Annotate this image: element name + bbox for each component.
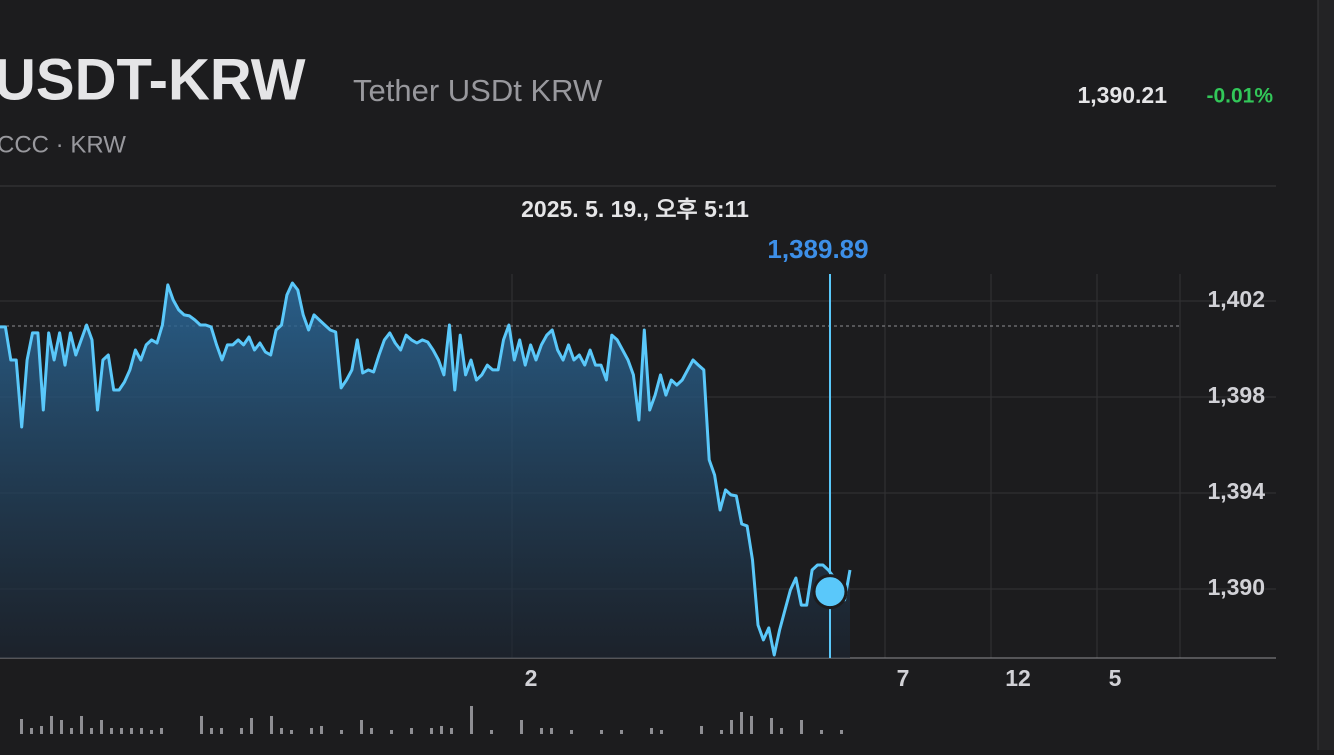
y-tick-label: 1,398: [1207, 382, 1265, 408]
volume-bar: [110, 728, 113, 734]
volume-bar: [780, 728, 783, 734]
volume-bar: [50, 716, 53, 734]
volume-bar: [80, 716, 83, 734]
volume-bar: [620, 730, 623, 734]
volume-bar: [840, 730, 843, 734]
volume-bar: [220, 728, 223, 734]
volume-bar: [150, 730, 153, 734]
volume-bar: [800, 720, 803, 734]
volume-bar: [310, 728, 313, 734]
side-strip: [1318, 0, 1334, 750]
volume-bar: [490, 730, 493, 734]
volume-bar: [340, 730, 343, 734]
volume-bar: [540, 728, 543, 734]
price: 1,390.21: [1077, 82, 1167, 108]
volume-bar: [360, 720, 363, 734]
volume-bar: [60, 720, 63, 734]
x-tick-label: 7: [897, 665, 910, 691]
volume-bar: [650, 728, 653, 734]
volume-bar: [750, 716, 753, 734]
volume-bar: [450, 728, 453, 734]
selected-value: 1,389.89: [767, 234, 868, 264]
volume-bar: [100, 720, 103, 734]
volume-bar: [720, 730, 723, 734]
volume-bar: [410, 728, 413, 734]
volume-bar: [280, 728, 283, 734]
y-tick-label: 1,394: [1207, 478, 1265, 504]
volume-bar: [390, 730, 393, 734]
area: [0, 283, 850, 658]
exchange: CCC · KRW: [0, 131, 126, 158]
price-line: [0, 281, 852, 657]
selected-point: [812, 574, 848, 610]
volume-bar: [440, 726, 443, 734]
volume-bar: [430, 728, 433, 734]
change: -0.01%: [1206, 85, 1273, 108]
symbol: USDT-KRW: [0, 47, 306, 112]
volume-bar: [820, 730, 823, 734]
volume-bar: [120, 728, 123, 734]
volume-bar: [240, 728, 243, 734]
volume-bar: [520, 720, 523, 734]
volume-bar: [730, 720, 733, 734]
volume-bar: [770, 718, 773, 734]
volume-bar: [90, 728, 93, 734]
volume-bar: [20, 719, 23, 734]
volume-bar: [700, 726, 703, 734]
volume-bar: [370, 728, 373, 734]
volume-bar: [130, 728, 133, 734]
volume-bar: [30, 728, 33, 734]
volume-bar: [160, 728, 163, 734]
volume-bar: [70, 728, 73, 734]
volume-bar: [290, 730, 293, 734]
selected-date: 2025. 5. 19., 오후 5:11: [521, 196, 749, 222]
company-name: Tether USDt KRW: [353, 73, 603, 108]
volume-bar: [250, 718, 253, 734]
volume-bar: [740, 712, 743, 734]
volume-bar: [40, 726, 43, 734]
volume-bar: [140, 728, 143, 734]
volume-bar: [270, 716, 273, 734]
volume-bar: [320, 726, 323, 734]
y-tick-label: 1,402: [1207, 286, 1265, 312]
volume-bar: [600, 730, 603, 734]
y-tick-label: 1,390: [1207, 574, 1265, 600]
x-tick-label: 2: [525, 665, 538, 691]
volume-bar: [200, 716, 203, 734]
volume-bar: [550, 728, 553, 734]
volume-bar: [570, 730, 573, 734]
x-tick-label: 5: [1109, 665, 1122, 691]
volume-bar: [210, 728, 213, 734]
volume-bar: [470, 706, 473, 734]
volume-bar: [660, 730, 663, 734]
x-tick-label: 12: [1005, 665, 1031, 691]
